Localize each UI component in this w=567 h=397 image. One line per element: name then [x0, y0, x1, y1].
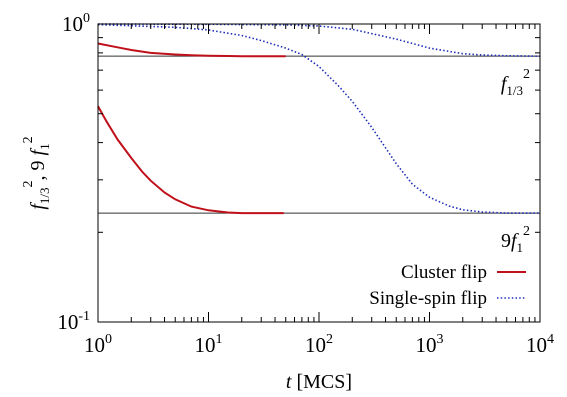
x-tick-base: 10 [84, 333, 105, 357]
x-tick-label: 102 [305, 332, 333, 357]
x-axis-label: t [MCS] [286, 371, 352, 393]
x-tick-label: 103 [416, 332, 444, 357]
y-axis-label-part: 2 [21, 136, 36, 143]
series-lines [97, 23, 541, 215]
y-tick-label: 100 [62, 11, 90, 36]
series-line-cluster-flip [97, 42, 286, 58]
y-tick-base: 10 [62, 12, 83, 36]
y-axis-label-part: f [27, 202, 49, 210]
x-tick-label: 104 [526, 332, 554, 357]
y-axis-label-part: 2 [21, 180, 36, 187]
x-tick-exp: 2 [326, 332, 333, 347]
reference-label-coef: 9 [501, 230, 511, 252]
x-tick-label: 101 [195, 332, 223, 357]
x-tick-exp: 0 [105, 332, 112, 347]
series-line-cluster-flip [97, 105, 284, 215]
y-axis-label-part: 1/3 [37, 187, 52, 204]
x-tick-exp: 1 [216, 332, 223, 347]
y-axis-label-part: 9 [27, 160, 49, 170]
reference-label-var: f [511, 230, 519, 252]
legend: Cluster flip Single-spin flip [369, 262, 526, 309]
y-axis-label-part: 1 [37, 143, 52, 150]
legend-label: Cluster flip [401, 262, 487, 283]
x-tick-label: 100 [84, 332, 112, 357]
x-axis-label-unit: [MCS] [291, 371, 352, 393]
legend-label: Single-spin flip [369, 288, 487, 309]
y-tick-exp: 0 [83, 11, 90, 26]
x-tick-base: 10 [195, 333, 216, 357]
y-axis-label-part: f [27, 147, 49, 160]
x-tick-base: 10 [416, 333, 437, 357]
x-tick-exp: 4 [547, 332, 554, 347]
reference-label-sup: 2 [523, 224, 530, 239]
x-axis-label-var: t [286, 371, 292, 393]
reference-label: 9f12 [501, 224, 530, 255]
series-line-single-spin-flip [97, 23, 540, 214]
x-tick-base: 10 [526, 333, 547, 357]
x-tick-exp: 3 [437, 332, 444, 347]
reference-label-sup: 2 [523, 67, 530, 82]
reference-label-sub: 1/3 [506, 83, 523, 98]
y-tick-base: 10 [57, 310, 78, 334]
reference-label-var: f [501, 73, 509, 95]
x-tick-base: 10 [305, 333, 326, 357]
reference-label: f1/32 [501, 67, 530, 98]
y-tick-label: 10-1 [57, 309, 90, 334]
y-tick-exp: -1 [78, 309, 90, 324]
reference-label-sub: 1 [517, 240, 524, 255]
y-axis-label-part: , [27, 170, 49, 180]
axis-labels: t [MCS]f1/32, 9 f12 [21, 136, 352, 393]
y-axis-label: f1/32, 9 f12 [21, 136, 52, 209]
